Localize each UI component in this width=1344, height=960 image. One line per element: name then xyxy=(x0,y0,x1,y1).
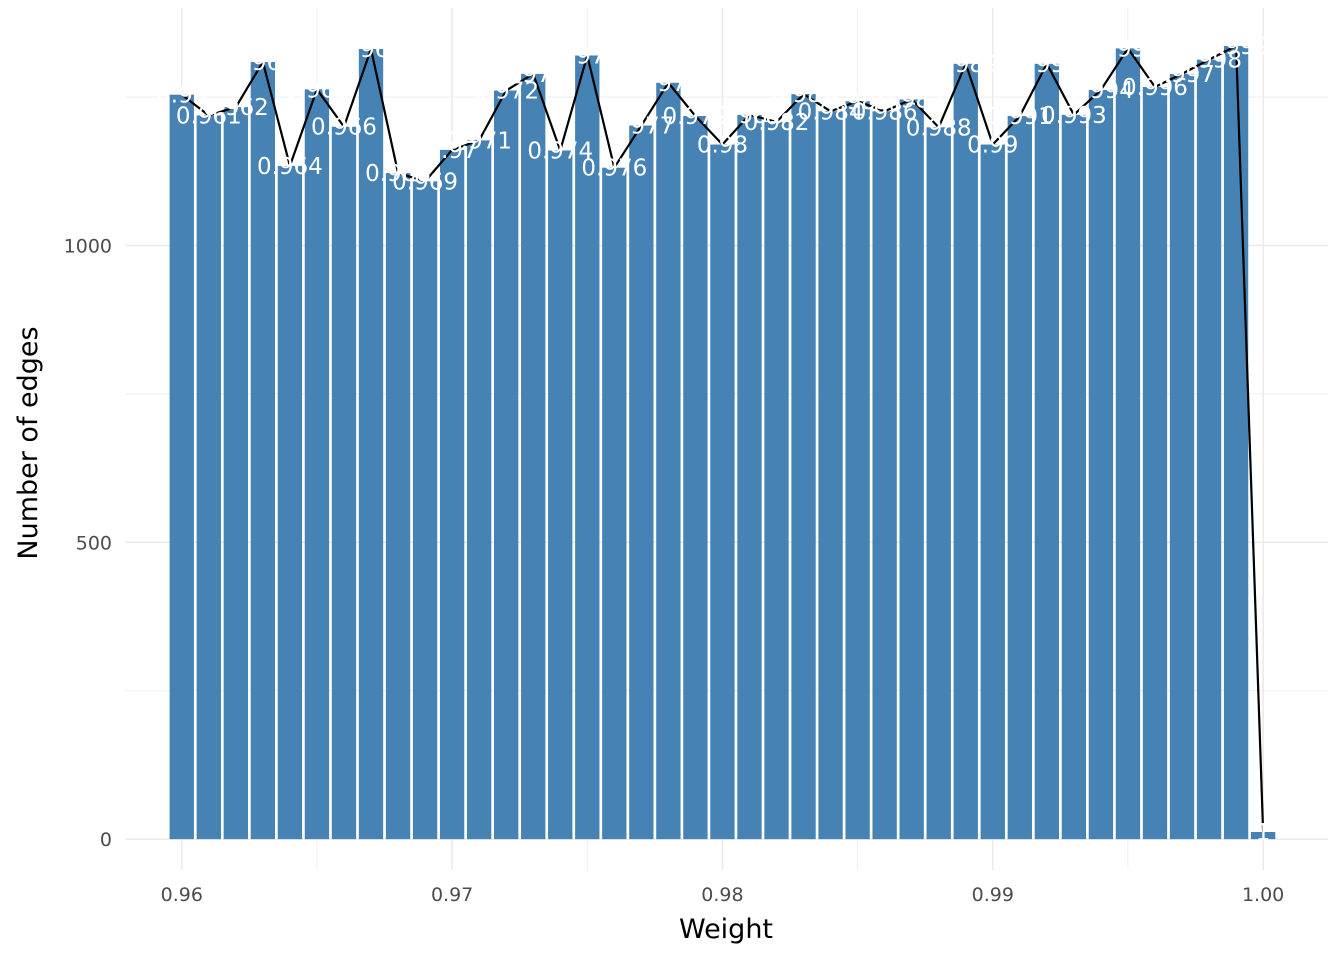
bar-value-label: 0.986 xyxy=(852,99,918,125)
bar xyxy=(1034,63,1060,840)
bar-value-label: 0.98 xyxy=(697,133,748,159)
bar-value-label: 0.963 xyxy=(230,50,296,76)
bar xyxy=(277,165,303,840)
bar-value-label: 0.996 xyxy=(1122,75,1188,101)
bar xyxy=(683,116,708,840)
bar xyxy=(1169,73,1195,840)
bar xyxy=(980,144,1005,840)
bar-value-label: 0.988 xyxy=(906,115,972,141)
bar xyxy=(818,111,843,840)
bar xyxy=(629,125,654,840)
bar xyxy=(899,99,924,840)
bar-value-label: 0.997 xyxy=(1149,62,1215,88)
x-tick-label: 0.97 xyxy=(431,884,473,906)
bar-value-label: 0.962 xyxy=(203,95,269,121)
bar xyxy=(358,48,384,840)
bar-value-label: 0.987 xyxy=(879,87,945,113)
x-tick-label: 0.99 xyxy=(972,884,1014,906)
bar-value-label: 0.973 xyxy=(500,62,566,88)
bar-value-label: 0.985 xyxy=(825,89,891,115)
bar xyxy=(196,115,221,840)
bar-value-label: 0.994 xyxy=(1068,78,1134,104)
bar-value-label: 0.969 xyxy=(392,169,458,195)
bar xyxy=(737,114,762,840)
bar-value-label: 0.977 xyxy=(608,114,674,140)
bar-value-label: 0.966 xyxy=(311,115,377,141)
bar xyxy=(439,149,465,840)
y-axis-title: Number of edges xyxy=(13,326,44,559)
bar xyxy=(872,111,897,840)
bar-value-label: 0.965 xyxy=(284,77,350,103)
trend-line xyxy=(181,44,1265,833)
bar xyxy=(656,82,681,840)
bar xyxy=(521,73,546,840)
bar xyxy=(710,144,735,840)
x-axis-ticks: 0.96 0.97 0.98 0.99 1.00 xyxy=(161,884,1285,906)
bar xyxy=(385,173,411,840)
bar xyxy=(764,121,789,840)
bar xyxy=(304,89,330,840)
bar-value-label: 0.989 xyxy=(933,52,999,78)
bar-value-label: 0.978 xyxy=(635,71,701,97)
bar xyxy=(250,62,276,840)
bar-value-label: 0.981 xyxy=(717,103,783,129)
bar-value-label: 0.983 xyxy=(771,82,837,108)
bar xyxy=(791,94,816,840)
bar xyxy=(1061,114,1087,840)
bar xyxy=(1007,116,1032,840)
x-tick-label: 0.98 xyxy=(701,884,743,906)
bar-value-label: 0.971 xyxy=(446,128,512,154)
bar-value-label: 0.964 xyxy=(257,154,323,180)
bar-value-label: 0.982 xyxy=(744,110,810,136)
bar xyxy=(169,94,194,840)
bar-value-label: 0.992 xyxy=(1014,52,1080,78)
bar-value-label: 0.975 xyxy=(554,43,620,69)
bar-value-label: 0.961 xyxy=(176,103,242,129)
bar xyxy=(466,140,492,840)
bar-value-label: 0.999 xyxy=(1203,34,1269,60)
bar xyxy=(926,127,951,840)
bar xyxy=(1115,48,1141,840)
bar xyxy=(1250,832,1276,840)
bar-value-label: 0.974 xyxy=(527,138,593,164)
bar-value-label: 0.976 xyxy=(581,156,647,182)
x-axis-title: Weight xyxy=(679,914,773,945)
bar xyxy=(412,181,438,840)
bar-value-label: 0.995 xyxy=(1095,36,1161,62)
bar-value-label: 0.979 xyxy=(662,104,728,130)
y-tick-label: 500 xyxy=(76,532,112,554)
bar xyxy=(575,55,600,840)
bar xyxy=(1196,59,1222,840)
bar-value-label: 0.967 xyxy=(338,37,404,63)
bar-value-label: 0.99 xyxy=(967,133,1018,159)
bar-value-label: 0.998 xyxy=(1176,48,1242,74)
bar xyxy=(602,167,627,840)
bar-value-label: 1 xyxy=(1256,820,1271,846)
bar-value-label: 0.968 xyxy=(365,161,431,187)
bar xyxy=(953,63,978,840)
bar xyxy=(1142,86,1168,840)
y-tick-label: 0 xyxy=(100,829,112,851)
bar-value-label: 0.984 xyxy=(798,99,864,125)
bar-value-label: 0.972 xyxy=(473,79,539,105)
y-axis-ticks: 0 500 1000 xyxy=(64,235,112,851)
x-tick-label: 0.96 xyxy=(161,884,203,906)
trend-line-layer xyxy=(181,44,1265,833)
bar-value-label: 0.97 xyxy=(426,138,477,164)
bar xyxy=(845,101,870,840)
bar xyxy=(1223,45,1249,840)
y-tick-label: 1000 xyxy=(64,235,112,257)
bar xyxy=(331,126,357,840)
bar-value-label: 0.96 xyxy=(156,83,207,109)
x-tick-label: 1.00 xyxy=(1242,884,1284,906)
bar xyxy=(548,150,573,840)
bar xyxy=(223,107,249,840)
bar xyxy=(494,90,519,840)
bar-value-label: 0.993 xyxy=(1041,103,1107,129)
bar xyxy=(1088,89,1114,840)
bar-value-label: 0.991 xyxy=(987,104,1053,130)
bars xyxy=(169,45,1276,840)
